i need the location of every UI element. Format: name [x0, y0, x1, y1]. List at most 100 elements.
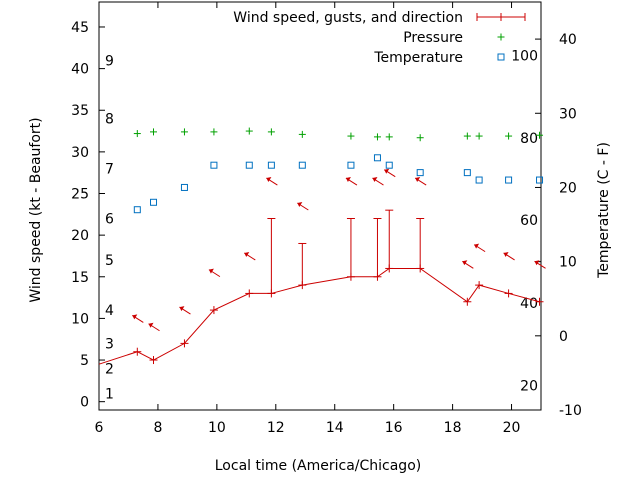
direction-arrow-14 [534, 260, 546, 269]
y-tick-label-8: 40 [71, 62, 89, 78]
pressure-series [133, 127, 544, 142]
legend-label-wind: Wind speed, gusts, and direction [233, 10, 463, 26]
beaufort-label-6: 6 [105, 211, 114, 227]
y2-tick-label-1: 0 [559, 329, 568, 345]
wind-point-4 [209, 306, 218, 315]
pressure-point-7 [347, 132, 355, 140]
wind-speed-line [98, 267, 540, 365]
direction-arrow-11 [462, 260, 474, 269]
direction-arrow-6 [297, 202, 309, 211]
wind-point-2 [149, 356, 158, 365]
beaufort-label-7: 7 [105, 162, 114, 178]
direction-arrow-4 [244, 251, 256, 261]
temperature-point-10 [416, 169, 424, 177]
y-tick-label-3: 15 [71, 270, 89, 286]
wind-point-12 [463, 297, 472, 306]
beaufort-label-1: 1 [105, 386, 114, 402]
temperature-point-8 [373, 154, 381, 162]
temperature-point-11 [463, 169, 471, 177]
direction-arrow-3 [208, 268, 221, 278]
direction-arrow-1 [148, 322, 160, 332]
x-tick-label-1: 8 [153, 420, 162, 436]
wind-point-14 [504, 289, 513, 298]
legend-wind-symbol [476, 13, 526, 21]
y2-tick-label-2: 10 [559, 255, 577, 271]
legend-label-pressure: Pressure [403, 30, 463, 46]
x-tick-label-7: 20 [503, 420, 521, 436]
wind-point-5 [245, 289, 254, 298]
y-axis-title: Wind speed (kt - Beaufort) [28, 117, 44, 302]
temperature-point-4 [245, 161, 253, 169]
beaufort-label-3: 3 [105, 336, 114, 352]
direction-arrow-8 [372, 177, 384, 186]
direction-arrow-9 [383, 168, 396, 178]
direction-arrow-13 [503, 251, 515, 261]
temperature-point-5 [267, 161, 275, 169]
temperature-point-1 [150, 198, 158, 206]
wind-point-15 [535, 297, 544, 306]
y-tick-label-1: 5 [80, 353, 89, 369]
x-tick-label-0: 6 [95, 420, 104, 436]
x-tick-label-3: 12 [267, 420, 285, 436]
legend: Wind speed, gusts, and direction Pressur… [233, 10, 526, 66]
y-tick-label-6: 30 [71, 145, 89, 161]
y-tick-labels: 0 5 10 15 20 25 30 35 40 45 [71, 20, 89, 411]
legend-label-temperature: Temperature [373, 50, 463, 66]
beaufort-label-8: 8 [105, 112, 114, 128]
temperature-point-14 [536, 176, 544, 184]
y2-axis-title: Temperature (C - F) [596, 142, 612, 279]
x-axis-title: Local time (America/Chicago) [215, 458, 421, 474]
x-tick-label-2: 10 [208, 420, 226, 436]
pressure-point-12 [475, 132, 483, 140]
legend-temperature-symbol [497, 53, 505, 61]
y2-tick-label-3: 20 [559, 180, 577, 196]
temperature-point-0 [133, 206, 141, 214]
legend-temperature-mark [497, 53, 505, 61]
direction-arrow-5 [266, 177, 278, 186]
temperature-point-3 [210, 161, 218, 169]
x-tick-label-5: 16 [385, 420, 403, 436]
wind-point-3 [180, 339, 189, 348]
y2-tick-label-0: -10 [559, 403, 582, 419]
y-tick-label-2: 10 [71, 311, 89, 327]
beaufort-label-2: 2 [105, 361, 114, 377]
pressure-point-10 [416, 134, 424, 142]
beaufort-labels: 1 2 3 4 5 6 7 8 9 [105, 53, 114, 402]
pressure-point-0 [133, 130, 141, 138]
pressure-point-5 [267, 128, 275, 136]
direction-arrow-12 [473, 243, 486, 253]
pressure-point-8 [373, 133, 381, 141]
legend-pressure-mark [497, 33, 505, 41]
temperature-point-12 [475, 176, 483, 184]
fahrenheit-label-100: 100 [511, 48, 538, 64]
pressure-point-2 [180, 128, 188, 136]
legend-pressure-symbol [497, 33, 505, 41]
pressure-point-4 [245, 127, 253, 135]
wind-point-1 [133, 347, 142, 356]
y-tick-label-5: 25 [71, 187, 89, 203]
plot-frame-group [98, 1, 542, 411]
temperature-series [133, 154, 544, 214]
plot-frame [98, 1, 542, 411]
direction-arrow-10 [414, 177, 427, 186]
direction-arrow-0 [132, 314, 144, 323]
temperature-point-9 [385, 161, 393, 169]
wind-point-13 [475, 281, 484, 290]
pressure-point-14 [536, 131, 544, 139]
gust-series [267, 209, 425, 294]
wind-series [98, 264, 544, 365]
pressure-point-13 [505, 132, 513, 140]
pressure-point-1 [150, 128, 158, 136]
direction-arrows [132, 168, 546, 332]
y-tick-label-4: 20 [71, 228, 89, 244]
y2-tick-labels: -10 0 10 20 30 40 [559, 32, 582, 419]
pressure-point-11 [463, 132, 471, 140]
y-tick-label-9: 45 [71, 20, 89, 36]
y2-tick-label-4: 30 [559, 106, 577, 122]
fahrenheit-label-80: 80 [520, 131, 538, 147]
x-tick-labels: 6 8 10 12 14 16 18 20 [95, 420, 521, 436]
temperature-point-2 [180, 183, 188, 191]
axis-ticks [98, 2, 541, 411]
